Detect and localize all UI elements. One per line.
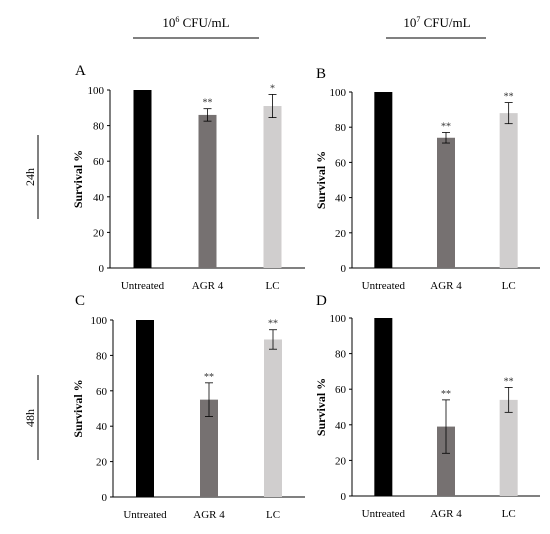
panel-c-ytick-label: 40	[96, 421, 108, 433]
panel-c-category-label-2: LC	[266, 509, 280, 521]
panel-a-significance-2: *	[270, 83, 275, 94]
panel-d-category-label-1: AGR 4	[430, 508, 462, 520]
panel-a-category-label-2: LC	[265, 280, 279, 292]
panel-b-bar-0	[374, 92, 393, 268]
panel-c-bar-0	[136, 320, 154, 497]
panel-b-ytick-label: 80	[335, 122, 347, 134]
header-col1-exp: 6	[175, 15, 179, 24]
header-col2-exp: 7	[416, 15, 420, 24]
header-col1: 106 CFU/mL	[162, 15, 229, 30]
panel-b-significance-1: **	[441, 121, 451, 132]
panel-b-category-label-2: LC	[502, 280, 516, 292]
panel-d: D Survival % 0 20 40 60 80 100 Untreated ** AGR 4 *…	[314, 293, 540, 520]
panel-c-significance-2: **	[268, 319, 278, 330]
panel-b-ylabel: Survival %	[314, 151, 328, 209]
panel-d-ytick-label: 60	[335, 384, 347, 396]
panel-d-significance-2: **	[504, 376, 514, 387]
panel-b-ytick-label: 0	[341, 263, 347, 275]
panel-c-ylabel: Survival %	[71, 379, 85, 437]
panel-b-significance-2: **	[504, 92, 514, 103]
header-col2-unit: CFU/mL	[420, 15, 470, 30]
header-col2: 107 CFU/mL	[403, 15, 470, 30]
panel-a-ytick-label: 100	[88, 85, 105, 97]
panel-a-ytick-label: 20	[93, 227, 105, 239]
panel-a-category-label-0: Untreated	[121, 280, 165, 292]
panel-c-ytick-label: 0	[102, 492, 108, 504]
panel-a-ytick-label: 0	[99, 263, 105, 275]
panel-b-category-label-1: AGR 4	[430, 280, 462, 292]
panel-d-ytick-label: 80	[335, 349, 347, 361]
row2-label: 48h	[23, 409, 37, 427]
header-col2-base: 10	[403, 15, 416, 30]
panel-d-ytick-label: 0	[341, 491, 347, 503]
panel-d-ytick-label: 20	[335, 455, 347, 467]
panel-c-category-label-0: Untreated	[123, 509, 167, 521]
panel-d-ylabel: Survival %	[314, 378, 328, 436]
panel-a: A Survival % 0 20 40 60 80 100 Untreated ** AGR 4 *…	[71, 63, 305, 292]
panel-b-ytick-label: 60	[335, 157, 347, 169]
panel-a-category-label-1: AGR 4	[192, 280, 224, 292]
panel-a-letter: A	[75, 63, 86, 79]
panel-a-ytick-label: 40	[93, 192, 105, 204]
panel-a-significance-1: **	[203, 98, 213, 109]
panel-a-bar-1	[198, 114, 217, 268]
panel-d-category-label-0: Untreated	[362, 508, 406, 520]
panel-b: B Survival % 0 20 40 60 80 100 Untreated ** AGR 4 *…	[314, 66, 540, 292]
panel-b-letter: B	[316, 66, 326, 82]
panel-c-letter: C	[75, 293, 85, 309]
panel-d-bar-1	[437, 426, 455, 496]
panel-d-ytick-label: 40	[335, 420, 347, 432]
panel-c-bar-1	[200, 399, 218, 497]
panel-c: C Survival % 0 20 40 60 80 100 Untreated ** AGR 4 *…	[71, 293, 305, 521]
panel-c-ytick-label: 80	[96, 350, 108, 362]
panel-c-ytick-label: 20	[96, 457, 108, 469]
panel-d-letter: D	[316, 293, 327, 309]
panel-c-category-label-1: AGR 4	[193, 509, 225, 521]
panel-d-bar-0	[374, 318, 393, 496]
panel-a-bar-2	[263, 106, 282, 269]
header-col1-base: 10	[162, 15, 175, 30]
panel-b-ytick-label: 40	[335, 193, 347, 205]
panel-b-ytick-label: 20	[335, 228, 347, 240]
panel-a-ylabel: Survival %	[71, 150, 85, 208]
panel-a-bar-0	[133, 90, 152, 268]
panel-d-significance-1: **	[441, 389, 451, 400]
panel-b-ytick-label: 100	[330, 87, 347, 99]
panel-a-ytick-label: 60	[93, 156, 105, 168]
panel-b-bar-2	[499, 113, 518, 269]
panel-c-bar-2	[264, 339, 282, 497]
panel-d-bar-2	[499, 399, 518, 496]
row1-label: 24h	[23, 168, 37, 186]
panel-d-ytick-label: 100	[330, 313, 347, 325]
panel-c-ytick-label: 60	[96, 386, 108, 398]
panel-d-category-label-2: LC	[502, 508, 516, 520]
header-col1-unit: CFU/mL	[179, 15, 229, 30]
panel-c-ytick-label: 100	[91, 315, 108, 327]
panel-b-bar-1	[437, 137, 455, 268]
panel-c-significance-1: **	[204, 372, 214, 383]
panel-a-ytick-label: 80	[93, 121, 105, 133]
panel-b-category-label-0: Untreated	[362, 280, 406, 292]
